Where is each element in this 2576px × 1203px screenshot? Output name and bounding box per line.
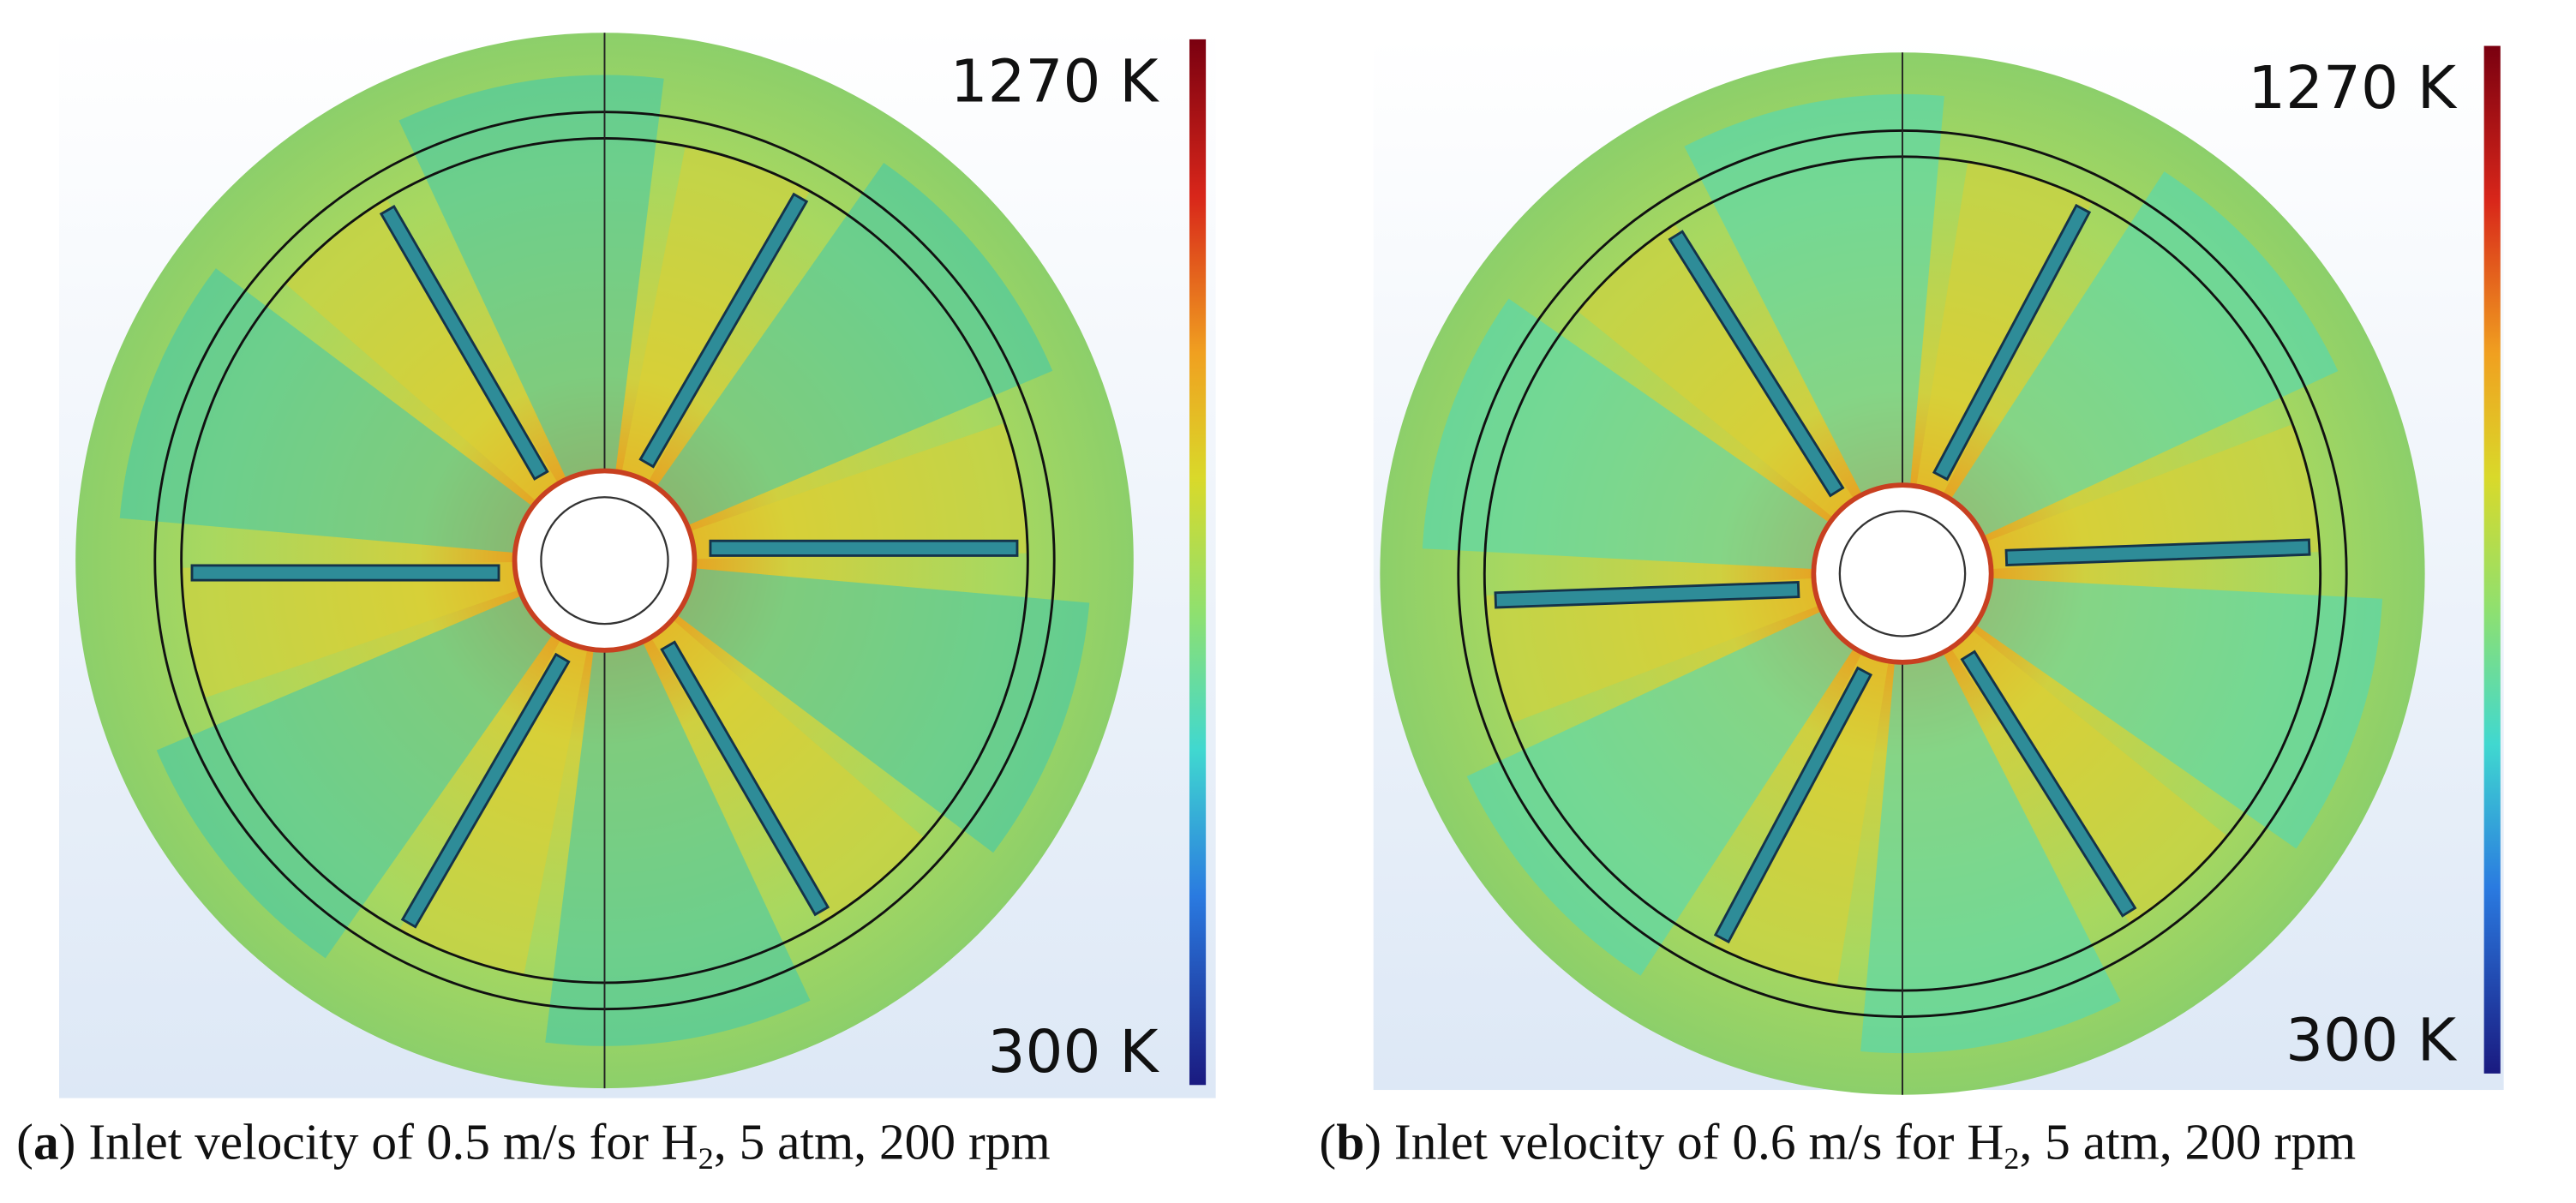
blade-body [400,652,571,929]
blade [709,539,1019,557]
blade-body [1960,649,2137,918]
hub-inner [1838,510,1967,637]
blade-body [190,564,500,582]
blade [1668,230,1845,498]
blade-body [638,192,809,469]
panel: 1270 K 300 K (a) Inlet velocity of 0.5 m/s… [16,24,1216,1176]
blade [379,205,549,481]
warm-zone [604,560,925,923]
caption-letter: a [33,1113,59,1170]
cool-zone [119,268,605,561]
cool-zone [1860,573,2121,1054]
caption: (a) Inlet velocity of 0.5 m/s for H2, 5 … [16,1113,1051,1175]
blade-body [1932,203,2092,482]
blade [2004,538,2311,566]
warm-zone [1902,573,2228,924]
blade-body [2004,538,2311,566]
warm-zone [1902,424,2321,574]
cool-zone [1684,93,1944,574]
blade [400,652,571,929]
blade-body [709,539,1019,557]
colorbar [1189,39,1207,1086]
colorbar-min-label: 300 K [2285,1007,2458,1075]
cool-zone [398,75,664,561]
caption-letter: b [1336,1113,1364,1170]
blade [660,640,830,917]
blade [1960,649,2137,918]
blade-body [660,640,830,917]
blade [190,564,500,582]
warm-zone [181,560,605,698]
caption-text: ) Inlet velocity of 0.6 m/s for H [1364,1113,2004,1170]
blade [1713,666,1873,944]
cool-zone [604,560,1090,853]
caption-text: ) Inlet velocity of 0.5 m/s for H [59,1113,698,1170]
cool-zone [545,560,811,1046]
colorbar-min-label: 300 K [988,1018,1160,1086]
blade-body [1668,230,1845,498]
caption-tail: , 5 atm, 200 rpm [714,1113,1051,1170]
colorbar-max-label: 1270 K [950,48,1160,117]
caption: (b) Inlet velocity of 0.6 m/s for H2, 5 … [1319,1113,2356,1175]
blade-body [379,205,549,481]
warm-zone [1484,573,1902,723]
cool-zone [1422,298,1902,574]
blade [638,192,809,469]
cool-zone [1902,573,2383,849]
panel: 1270 K 300 K (b) Inlet velocity of 0.6 m/s… [1319,36,2504,1176]
hub-inner [540,496,669,625]
blade-body [1713,666,1873,944]
caption-open: ( [16,1113,33,1170]
warm-zone [285,198,605,561]
blade-body [1494,580,1800,609]
caption-open: ( [1319,1113,1336,1170]
warm-zone [1577,224,1902,574]
blade [1932,203,2092,482]
caption-subscript: 2 [2004,1141,2019,1176]
caption-subscript: 2 [698,1141,714,1176]
blade [1494,580,1800,609]
warm-zone [604,422,1028,561]
caption-tail: , 5 atm, 200 rpm [2019,1113,2356,1170]
colorbar [2483,45,2501,1074]
colorbar-max-label: 1270 K [2248,54,2458,123]
